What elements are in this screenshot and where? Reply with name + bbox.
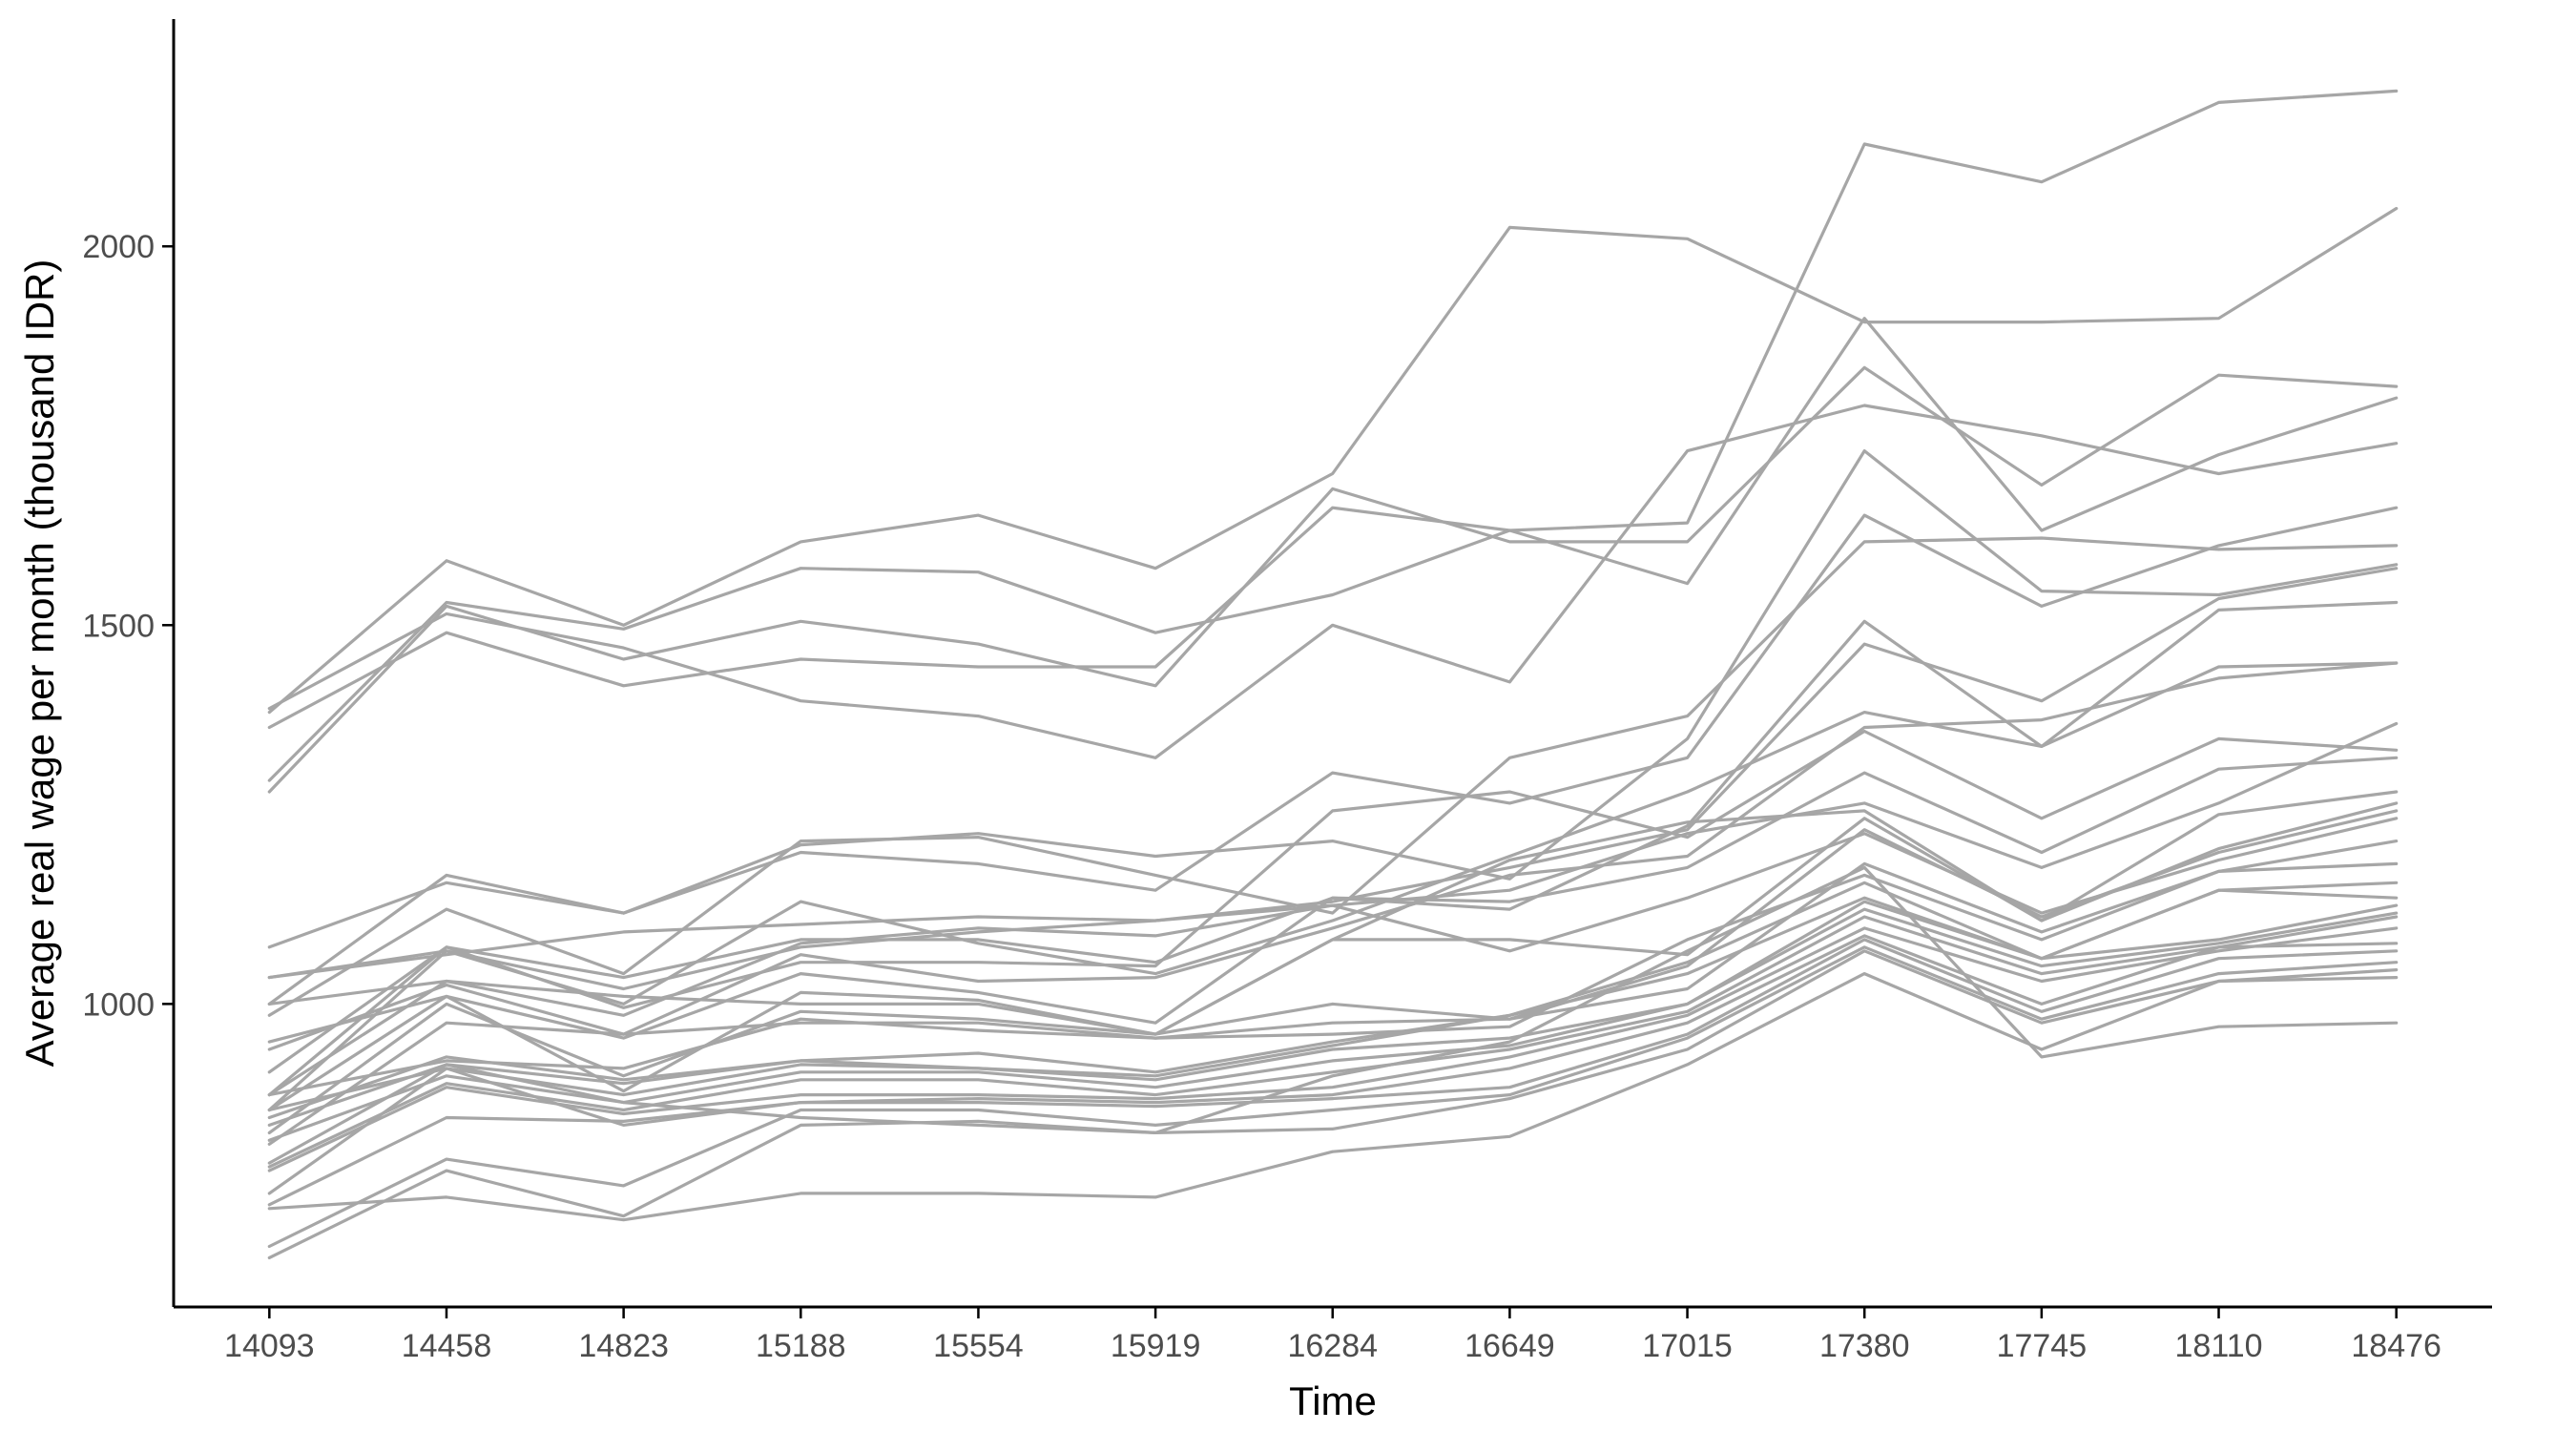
series-line-13 <box>267 729 2399 1074</box>
series-line-2 <box>267 89 2399 782</box>
y-axis-ticks: 1000 1500 2000 <box>82 229 174 1023</box>
y-tick-label: 1000 <box>82 986 155 1023</box>
series-line-19 <box>267 817 2399 980</box>
series-line-17 <box>267 801 2399 1112</box>
x-tick-label: 14458 <box>402 1328 492 1364</box>
series-line-8 <box>267 536 2399 1017</box>
x-tick-label: 17745 <box>1997 1328 2088 1364</box>
series-line-28 <box>267 934 2399 1207</box>
x-axis-ticks: 14093 14458 14823 15188 15554 15919 16284 16649… <box>224 1307 2441 1364</box>
series-line-3 <box>267 365 2399 794</box>
series-line-33 <box>267 865 2399 1165</box>
series-line-31 <box>267 949 2399 1260</box>
series-line-5 <box>267 404 2399 759</box>
x-tick-label: 15919 <box>1111 1328 1201 1364</box>
series-line-27 <box>267 926 2399 1172</box>
x-tick-label: 14093 <box>224 1328 315 1364</box>
x-tick-label: 16649 <box>1465 1328 1555 1364</box>
x-tick-label: 14823 <box>578 1328 669 1364</box>
series-line-32 <box>267 971 2399 1222</box>
series-line-24 <box>267 900 2399 1112</box>
x-tick-label: 15188 <box>756 1328 846 1364</box>
series-line-26 <box>267 915 2399 1169</box>
x-tick-label: 17015 <box>1642 1328 1733 1364</box>
x-tick-label: 18110 <box>2175 1328 2263 1364</box>
series-line-11 <box>267 661 2399 1006</box>
series-line-14 <box>267 756 2399 1044</box>
series-line-7 <box>267 506 2399 1006</box>
series-line-1 <box>267 206 2399 715</box>
x-tick-label: 15554 <box>933 1328 1024 1364</box>
series-line-29 <box>267 938 2399 1195</box>
series-layer <box>267 89 2399 1260</box>
x-tick-label: 18476 <box>2351 1328 2441 1364</box>
series-line-18 <box>267 809 2399 1135</box>
series-line-21 <box>267 861 2399 1097</box>
y-tick-label: 1500 <box>82 608 155 644</box>
series-line-10 <box>267 567 2399 1112</box>
x-tick-label: 17380 <box>1819 1328 1910 1364</box>
series-line-4 <box>267 317 2399 730</box>
series-line-30 <box>267 945 2399 1249</box>
x-tick-label: 16284 <box>1287 1328 1378 1364</box>
x-axis-title: Time <box>1289 1379 1377 1423</box>
axis-layer: 1000 1500 2000 14093 14458 14823 15188 15554 15… <box>82 19 2492 1364</box>
series-line-6 <box>267 449 2399 949</box>
y-tick-label: 2000 <box>82 229 155 265</box>
series-line-20 <box>267 839 2399 1146</box>
y-axis-title: Average real wage per month (thousand ID… <box>17 259 62 1068</box>
